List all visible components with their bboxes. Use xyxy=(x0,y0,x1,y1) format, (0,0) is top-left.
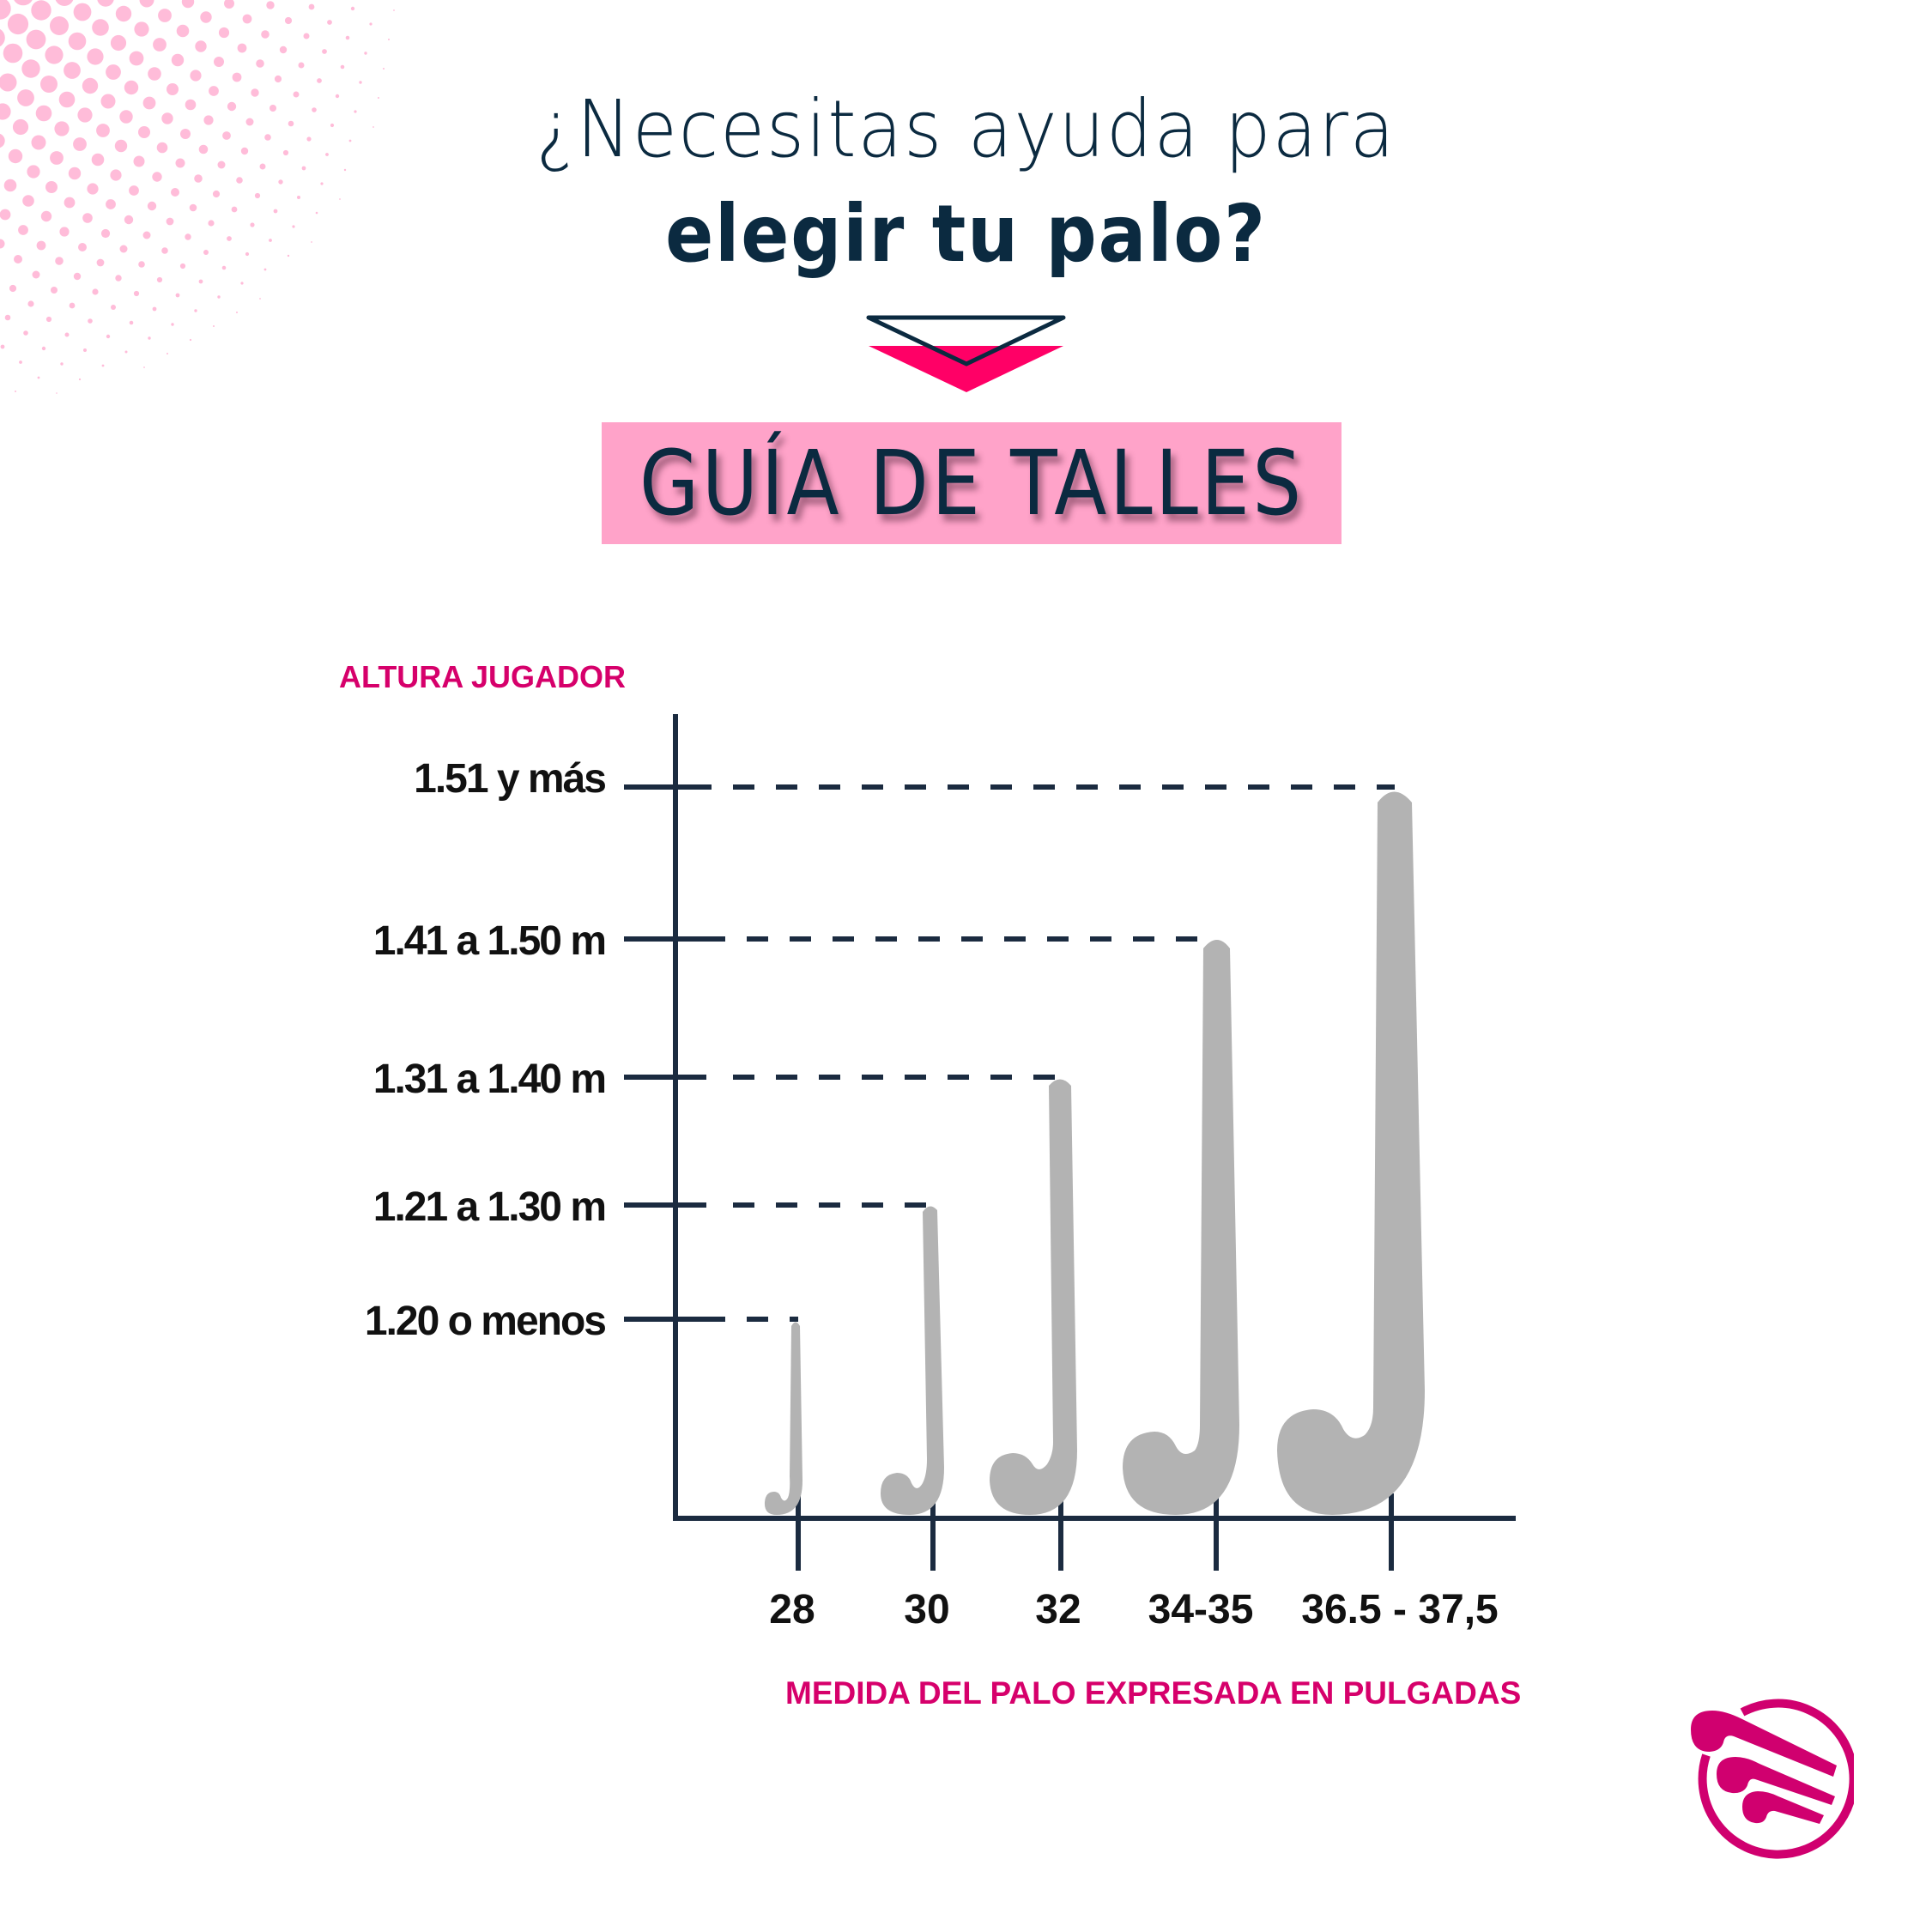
y-label-1-51: 1.51 y más xyxy=(414,756,607,802)
x-axis-title: MEDIDA DEL PALO EXPRESADA EN PULGADAS xyxy=(785,1675,1522,1711)
y-label-1-20: 1.20 o menos xyxy=(364,1299,607,1344)
y-label-1-41: 1.41 a 1.50 m xyxy=(372,918,607,964)
hockey-stick-36-5-37-5 xyxy=(1277,791,1425,1515)
headline-question: ¿Necesitas ayuda para xyxy=(536,83,1396,175)
y-label-1-21: 1.21 a 1.30 m xyxy=(372,1184,607,1230)
hockey-stick-32 xyxy=(990,1079,1077,1515)
down-arrow-icon xyxy=(866,315,1066,392)
x-label-30: 30 xyxy=(904,1587,950,1632)
y-label-1-31: 1.31 a 1.40 m xyxy=(372,1057,607,1102)
size-guide-banner: GUÍA DE TALLES xyxy=(602,422,1341,544)
x-label-28: 28 xyxy=(769,1587,815,1632)
headline-question-bold: elegir tu palo? xyxy=(665,188,1267,280)
y-axis-ticks xyxy=(624,784,712,1322)
x-label-34-35: 34-35 xyxy=(1148,1587,1254,1632)
size-guide-title: GUÍA DE TALLES xyxy=(639,431,1305,536)
halftone-dots-decoration xyxy=(0,0,395,394)
x-label-32: 32 xyxy=(1035,1587,1081,1632)
hockey-stick-34-35 xyxy=(1123,940,1239,1515)
hockey-stick-30 xyxy=(881,1206,944,1515)
hockey-stick-28 xyxy=(764,1322,802,1515)
y-axis-title: ALTURA JUGADOR xyxy=(339,659,626,694)
hockey-stick-bars xyxy=(764,791,1425,1515)
hockey-sticks-logo-icon xyxy=(1691,1699,1854,1859)
x-label-36-5-37-5: 36.5 - 37,5 xyxy=(1301,1587,1499,1632)
dashed-guide-lines xyxy=(704,784,1395,1322)
x-axis-ticks xyxy=(796,1493,1394,1571)
